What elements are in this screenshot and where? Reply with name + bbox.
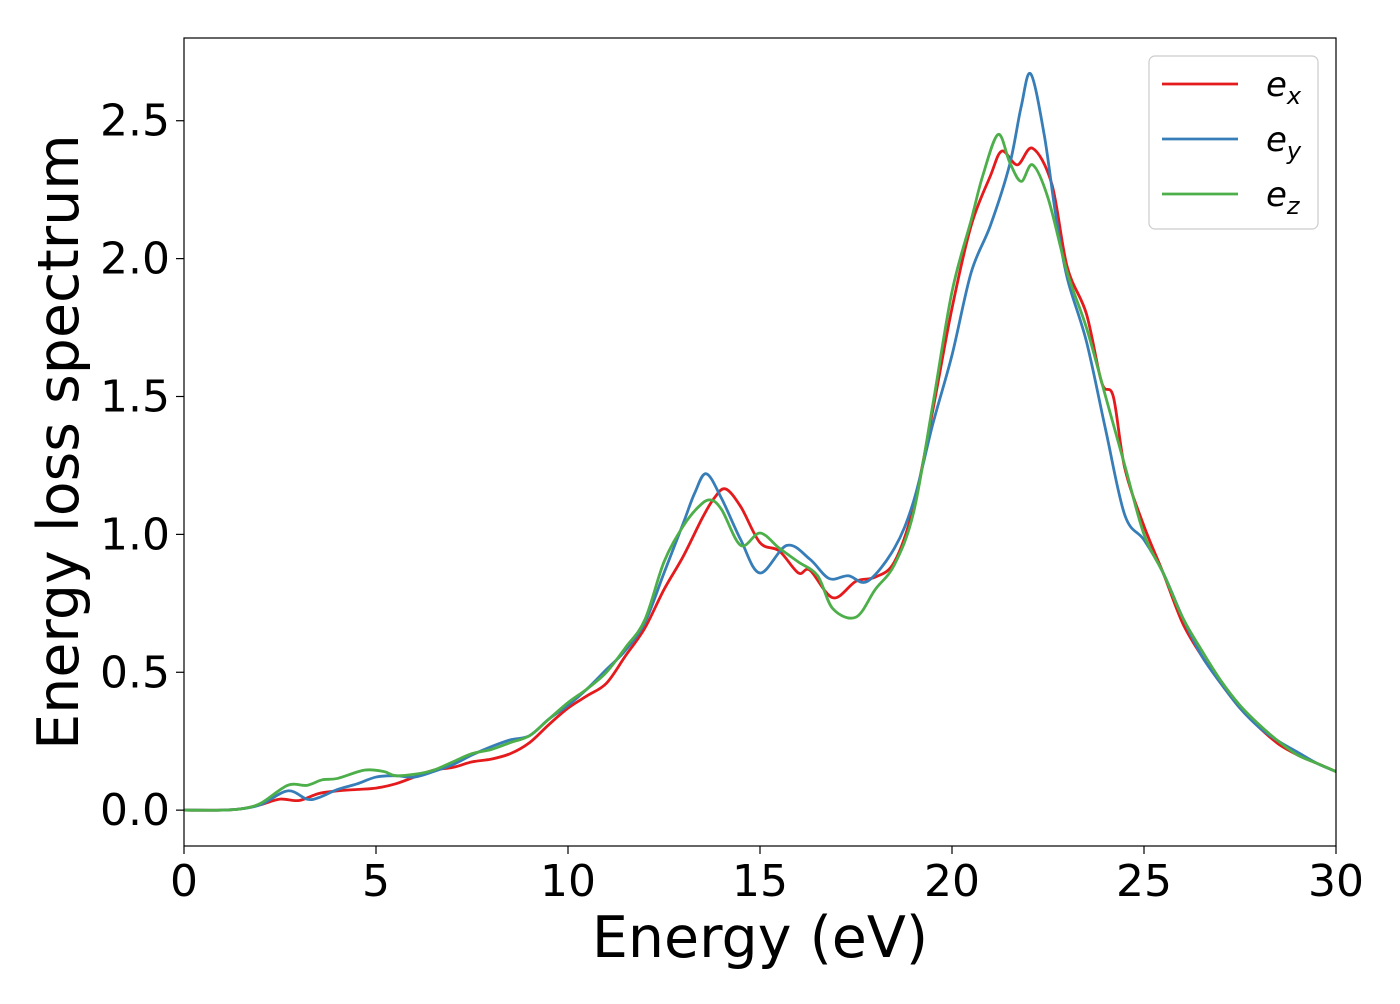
x-tick-label: 30 bbox=[1308, 856, 1364, 907]
legend-entry-y: ey bbox=[1162, 120, 1302, 165]
y-tick-label: 1.5 bbox=[100, 371, 170, 422]
x-tick-label: 5 bbox=[362, 856, 390, 907]
x-tick-label: 10 bbox=[540, 856, 596, 907]
x-tick-label: 25 bbox=[1116, 856, 1172, 907]
legend: ex ey ez bbox=[1148, 55, 1319, 230]
x-tick-label: 15 bbox=[732, 856, 788, 907]
legend-entry-z: ez bbox=[1162, 175, 1301, 220]
x-tick-label: 0 bbox=[170, 856, 198, 907]
legend-entry-x: ex bbox=[1162, 65, 1302, 110]
legend-label: ex bbox=[1266, 65, 1302, 110]
y-axis: 0.0 0.5 1.0 1.5 2.0 2.5 bbox=[100, 96, 184, 836]
y-tick-label: 2.0 bbox=[100, 234, 170, 285]
lines-layer bbox=[183, 71, 1337, 812]
y-tick-label: 0.0 bbox=[100, 785, 170, 836]
y-tick-label: 2.5 bbox=[100, 96, 170, 147]
x-axis-label: Energy (eV) bbox=[592, 905, 928, 971]
legend-label: ez bbox=[1266, 175, 1301, 220]
y-tick-label: 1.0 bbox=[100, 509, 170, 560]
y-axis-label: Energy loss spectrum bbox=[26, 134, 92, 750]
series-line-z bbox=[183, 133, 1337, 812]
legend-box bbox=[1148, 55, 1319, 230]
series-line-x bbox=[183, 146, 1337, 812]
y-tick-label: 0.5 bbox=[100, 647, 170, 698]
x-tick-label: 20 bbox=[924, 856, 980, 907]
legend-label: ey bbox=[1266, 120, 1302, 165]
x-axis: 0 5 10 15 20 25 30 bbox=[170, 846, 1364, 907]
